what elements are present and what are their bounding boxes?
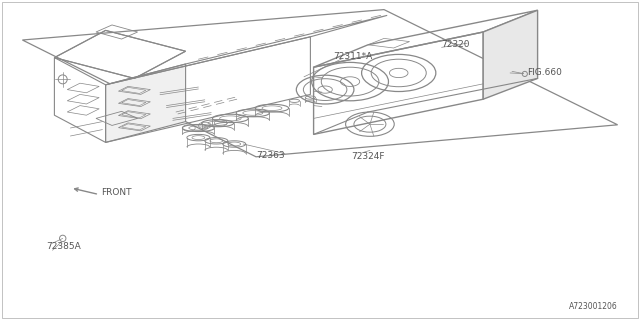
- Text: 72363: 72363: [256, 151, 285, 160]
- Text: FIG.660: FIG.660: [527, 68, 561, 77]
- Polygon shape: [106, 64, 186, 142]
- Text: FRONT: FRONT: [101, 188, 132, 197]
- Polygon shape: [483, 10, 538, 99]
- Text: 72320: 72320: [442, 40, 470, 49]
- Text: 72311*A: 72311*A: [333, 52, 372, 61]
- Text: 72385A: 72385A: [46, 242, 81, 251]
- Text: 72324F: 72324F: [351, 152, 384, 161]
- Text: A723001206: A723001206: [569, 302, 618, 311]
